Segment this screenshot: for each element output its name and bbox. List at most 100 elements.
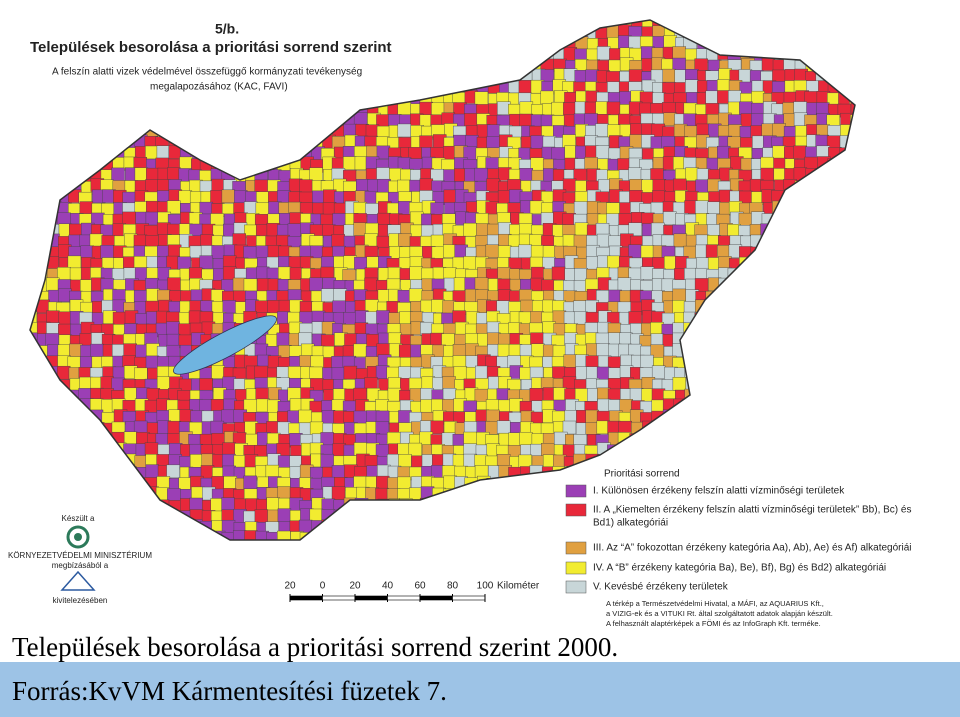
settlement — [444, 544, 457, 557]
settlement — [30, 200, 39, 215]
settlement — [728, 377, 743, 392]
note: A térkép a Természetvédelmi Hivatal, a M… — [606, 599, 824, 608]
settlement — [111, 25, 125, 39]
settlement — [840, 520, 854, 535]
settlement — [497, 543, 510, 556]
legend-swatch — [565, 503, 587, 517]
settlement — [818, 322, 832, 336]
settlement — [353, 20, 368, 29]
settlement — [125, 125, 139, 139]
settlement — [507, 46, 521, 61]
settlement — [388, 20, 402, 28]
settlement — [59, 432, 73, 446]
settlement — [795, 409, 809, 423]
settlement — [628, 311, 642, 325]
settlement — [222, 453, 236, 468]
settlement — [46, 531, 61, 540]
settlement — [783, 224, 797, 239]
settlement — [850, 289, 855, 304]
settlement — [828, 70, 842, 84]
settlement — [718, 410, 733, 425]
settlement — [89, 125, 104, 140]
settlement — [102, 497, 116, 512]
settlement — [30, 410, 40, 425]
settlement — [849, 126, 855, 140]
settlement — [762, 25, 777, 39]
settlement — [30, 356, 37, 370]
settlement — [409, 57, 423, 72]
settlement — [717, 378, 732, 392]
settlement — [265, 114, 280, 129]
settlement — [332, 519, 346, 533]
settlement — [476, 37, 491, 51]
settlement — [376, 522, 390, 536]
legend-label: I. Különösen érzékeny felszín alatti víz… — [593, 486, 845, 497]
settlement — [432, 35, 446, 49]
settlement — [254, 101, 269, 115]
settlement — [232, 104, 247, 118]
settlement — [35, 398, 49, 412]
settlement — [553, 497, 567, 511]
settlement — [112, 311, 127, 326]
settlement — [499, 488, 513, 503]
settlement — [795, 268, 809, 282]
settlement — [695, 179, 709, 193]
settlement — [717, 421, 732, 435]
settlement — [68, 20, 82, 28]
settlement — [486, 178, 500, 192]
settlement — [573, 201, 588, 215]
settlement — [124, 477, 139, 492]
settlement — [838, 289, 852, 304]
settlement — [850, 81, 855, 96]
settlement — [796, 225, 810, 239]
settlement — [312, 543, 325, 556]
settlement — [30, 489, 38, 503]
settlement — [796, 310, 810, 325]
settlement — [321, 81, 335, 96]
settlement — [818, 422, 832, 436]
settlement — [135, 508, 149, 523]
settlement — [80, 91, 94, 105]
settlement — [92, 456, 106, 470]
settlement — [839, 26, 854, 41]
settlement — [212, 146, 226, 160]
settlement — [47, 135, 62, 150]
settlement — [663, 444, 678, 458]
settlement — [463, 256, 477, 270]
settlement — [30, 58, 39, 72]
settlement — [840, 354, 854, 368]
settlement — [806, 246, 820, 260]
settlement — [805, 212, 820, 227]
settlement — [508, 489, 523, 503]
settlement — [620, 444, 634, 458]
settlement — [124, 521, 138, 535]
settlement — [740, 455, 755, 469]
settlement — [705, 432, 720, 447]
settlement — [783, 346, 797, 360]
settlement — [662, 68, 676, 83]
settlement — [838, 398, 853, 412]
settlement — [771, 519, 786, 533]
settlement — [772, 356, 787, 370]
settlement — [35, 212, 49, 226]
settlement — [224, 103, 238, 117]
contractor-logo — [60, 570, 96, 591]
settlement — [441, 48, 456, 62]
settlement — [816, 57, 830, 71]
settlement — [158, 91, 172, 105]
legend-swatch — [565, 561, 587, 575]
settlement — [685, 167, 699, 181]
settlement — [672, 46, 687, 60]
settlement — [663, 432, 678, 446]
settlement — [628, 36, 643, 50]
settlement — [409, 26, 423, 40]
settlement — [761, 356, 776, 371]
settlement — [740, 420, 754, 435]
settlement — [507, 27, 522, 41]
settlement — [254, 90, 269, 104]
settlement — [113, 114, 128, 129]
credit: megbízásából a — [52, 561, 109, 570]
settlement — [124, 103, 138, 117]
settlement — [795, 399, 810, 413]
settlement — [631, 456, 645, 470]
